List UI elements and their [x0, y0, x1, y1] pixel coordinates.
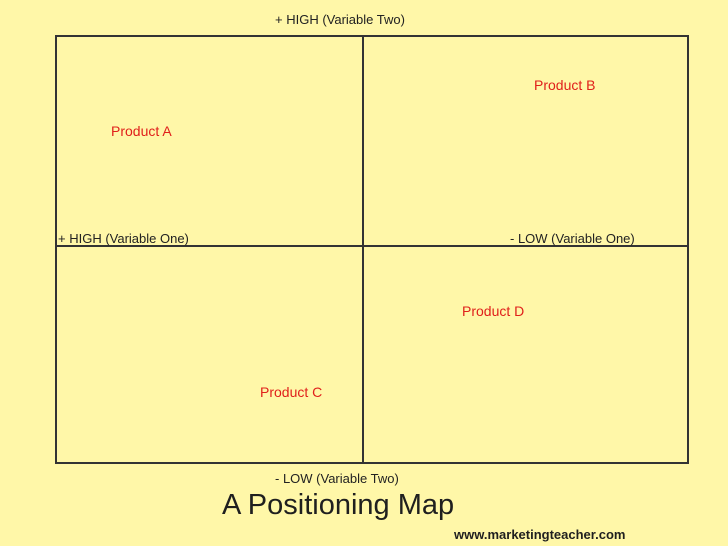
map-frame [55, 35, 689, 464]
product-c-label: Product C [260, 384, 323, 400]
vertical-axis-line [362, 35, 364, 464]
website-url: www.marketingteacher.com [454, 527, 626, 542]
axis-bottom-label: - LOW (Variable Two) [275, 471, 399, 486]
axis-left-label: + HIGH (Variable One) [58, 231, 189, 246]
axis-right-label: - LOW (Variable One) [510, 231, 635, 246]
axis-top-label: + HIGH (Variable Two) [275, 12, 405, 27]
product-d-label: Product D [462, 303, 525, 319]
product-b-label: Product B [534, 77, 596, 93]
horizontal-axis-line [55, 245, 689, 247]
page-title: A Positioning Map [222, 489, 455, 521]
product-a-label: Product A [111, 123, 172, 139]
